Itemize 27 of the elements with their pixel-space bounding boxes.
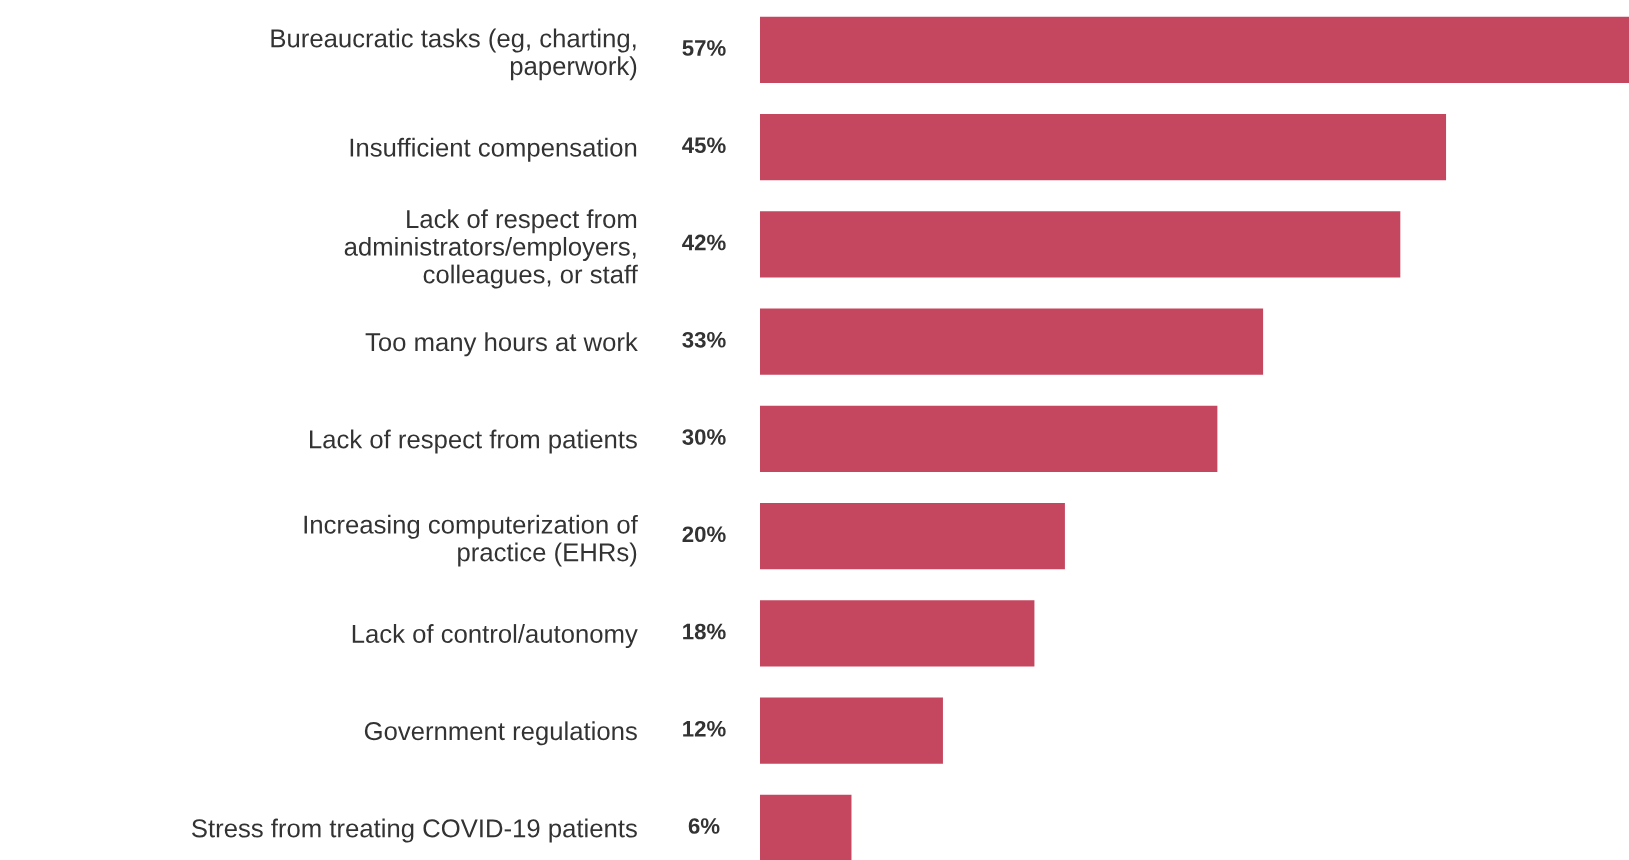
y-tick-label: Stress from treating COVID-19 patients <box>192 818 637 843</box>
data-label: 57% <box>682 40 726 56</box>
bar <box>760 697 943 764</box>
y-tick-label: Government regulations <box>364 721 637 746</box>
y-tick-label: Bureaucratic tasks (eg, charting, paperwork) <box>271 28 637 81</box>
y-tick-label: Insufficient compensation <box>350 137 637 162</box>
data-label: 18% <box>683 623 726 640</box>
bar <box>760 794 852 860</box>
y-tick-label: Lack of respect from administrators/employers, colleagues, or staff <box>344 209 638 289</box>
data-label: 12% <box>683 720 726 737</box>
bar <box>760 16 1629 83</box>
data-label: 42% <box>682 234 726 251</box>
bar <box>760 211 1401 278</box>
data-label: 33% <box>682 331 726 348</box>
bar <box>760 503 1065 570</box>
bar <box>760 405 1218 472</box>
data-label: 20% <box>682 526 726 543</box>
bar <box>760 600 1035 667</box>
y-tick-label: Too many hours at work <box>365 332 638 357</box>
data-label: 45% <box>682 137 726 154</box>
y-tick-label: Increasing computerization of practice (EHRs) <box>304 514 638 567</box>
bar <box>760 308 1264 375</box>
data-label: 30% <box>682 429 726 445</box>
data-label: 6% <box>688 818 720 834</box>
y-tick-label: Lack of respect from patients <box>310 429 637 454</box>
bar <box>760 114 1447 181</box>
y-tick-label: Lack of control/autonomy <box>352 624 638 649</box>
